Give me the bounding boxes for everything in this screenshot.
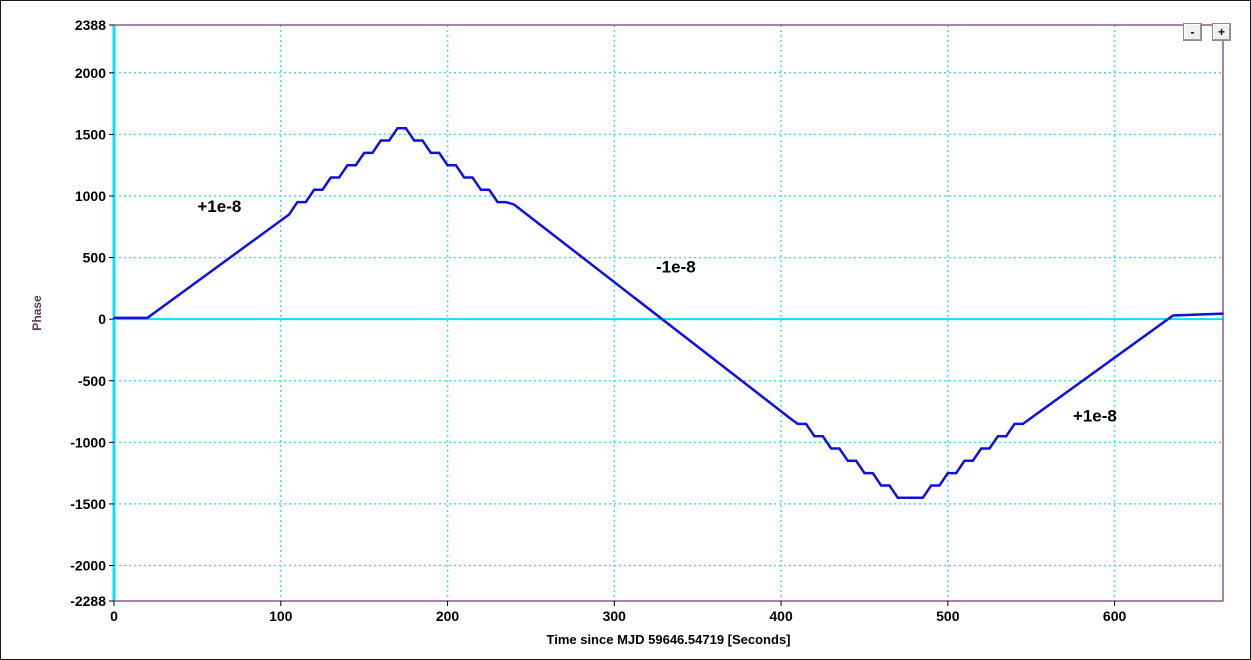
data-point <box>1222 312 1224 315</box>
data-point <box>113 317 115 319</box>
data-point <box>296 201 299 203</box>
data-point <box>821 435 824 437</box>
data-point <box>371 152 374 154</box>
data-point <box>380 139 382 142</box>
data-point <box>496 201 499 203</box>
y-tick-label: 1500 <box>75 126 106 142</box>
data-point <box>855 460 857 462</box>
x-tick-label: 100 <box>269 608 293 624</box>
data-point <box>430 152 432 154</box>
data-point <box>913 496 916 499</box>
data-point <box>897 496 899 499</box>
data-point <box>963 460 966 462</box>
data-point <box>288 213 290 216</box>
data-point <box>1005 435 1008 437</box>
data-point <box>838 447 841 450</box>
data-point <box>813 435 816 437</box>
y-axis-title: Phase <box>30 295 44 331</box>
data-point <box>363 152 365 154</box>
x-tick-label: 500 <box>936 608 960 624</box>
data-point <box>1172 314 1174 317</box>
data-point <box>930 484 932 487</box>
x-tick-label: 600 <box>1103 608 1127 624</box>
data-point <box>446 164 449 166</box>
y-tick-label: 2388 <box>75 17 106 33</box>
x-tick-label: 200 <box>436 608 460 624</box>
y-tick-label: -2288 <box>70 593 106 609</box>
data-point <box>788 416 791 419</box>
data-point <box>421 139 424 142</box>
data-point <box>997 435 999 437</box>
data-point <box>338 176 340 179</box>
zoom-in-button[interactable]: + <box>1212 23 1231 41</box>
y-tick-label: 500 <box>83 250 107 266</box>
data-point <box>463 176 466 179</box>
x-tick-label: 0 <box>110 608 118 624</box>
data-point <box>146 317 149 319</box>
data-point <box>388 139 390 142</box>
data-point <box>905 496 907 499</box>
data-point <box>805 423 807 425</box>
x-tick-label: 300 <box>603 608 627 624</box>
annotation-label: +1e-8 <box>1073 406 1117 425</box>
data-point <box>413 139 415 142</box>
data-point <box>922 496 924 499</box>
data-point <box>513 203 516 206</box>
y-tick-label: 1000 <box>75 188 106 204</box>
data-point <box>888 484 891 487</box>
data-point <box>980 447 982 450</box>
data-point <box>955 472 957 474</box>
data-point <box>321 189 324 191</box>
data-point <box>355 164 357 166</box>
x-tick-label: 400 <box>769 608 793 624</box>
data-point <box>796 423 799 425</box>
data-point <box>830 447 832 450</box>
data-point <box>938 484 941 487</box>
data-point <box>863 472 866 474</box>
zoom-out-button[interactable]: - <box>1183 23 1202 41</box>
plot-area <box>113 24 1224 602</box>
data-point <box>988 447 991 450</box>
data-point <box>880 484 882 487</box>
data-point <box>405 127 407 130</box>
y-tick-label: -1500 <box>70 496 106 512</box>
data-point <box>480 189 482 191</box>
y-tick-label: 0 <box>98 311 106 327</box>
data-point <box>455 164 457 166</box>
data-point <box>438 152 440 154</box>
data-point <box>488 189 491 191</box>
y-tick-label: -2000 <box>70 558 106 574</box>
data-point <box>972 460 974 462</box>
data-point <box>304 201 307 203</box>
annotation-label: -1e-8 <box>656 257 696 276</box>
y-tick-label: -1000 <box>70 434 106 450</box>
data-point <box>471 176 474 179</box>
data-point <box>396 127 399 130</box>
y-tick-label: 2000 <box>75 65 106 81</box>
data-point <box>846 460 849 462</box>
data-point <box>1022 423 1024 425</box>
data-point <box>871 472 874 474</box>
x-axis-title: Time since MJD 59646.54719 [Seconds] <box>547 632 791 647</box>
data-point <box>313 189 315 191</box>
data-point <box>346 164 349 166</box>
data-point <box>947 472 949 474</box>
data-point <box>329 176 332 179</box>
data-point <box>505 201 507 203</box>
y-tick-label: -500 <box>78 373 106 389</box>
data-point <box>1013 423 1016 425</box>
annotation-label: +1e-8 <box>197 197 241 216</box>
